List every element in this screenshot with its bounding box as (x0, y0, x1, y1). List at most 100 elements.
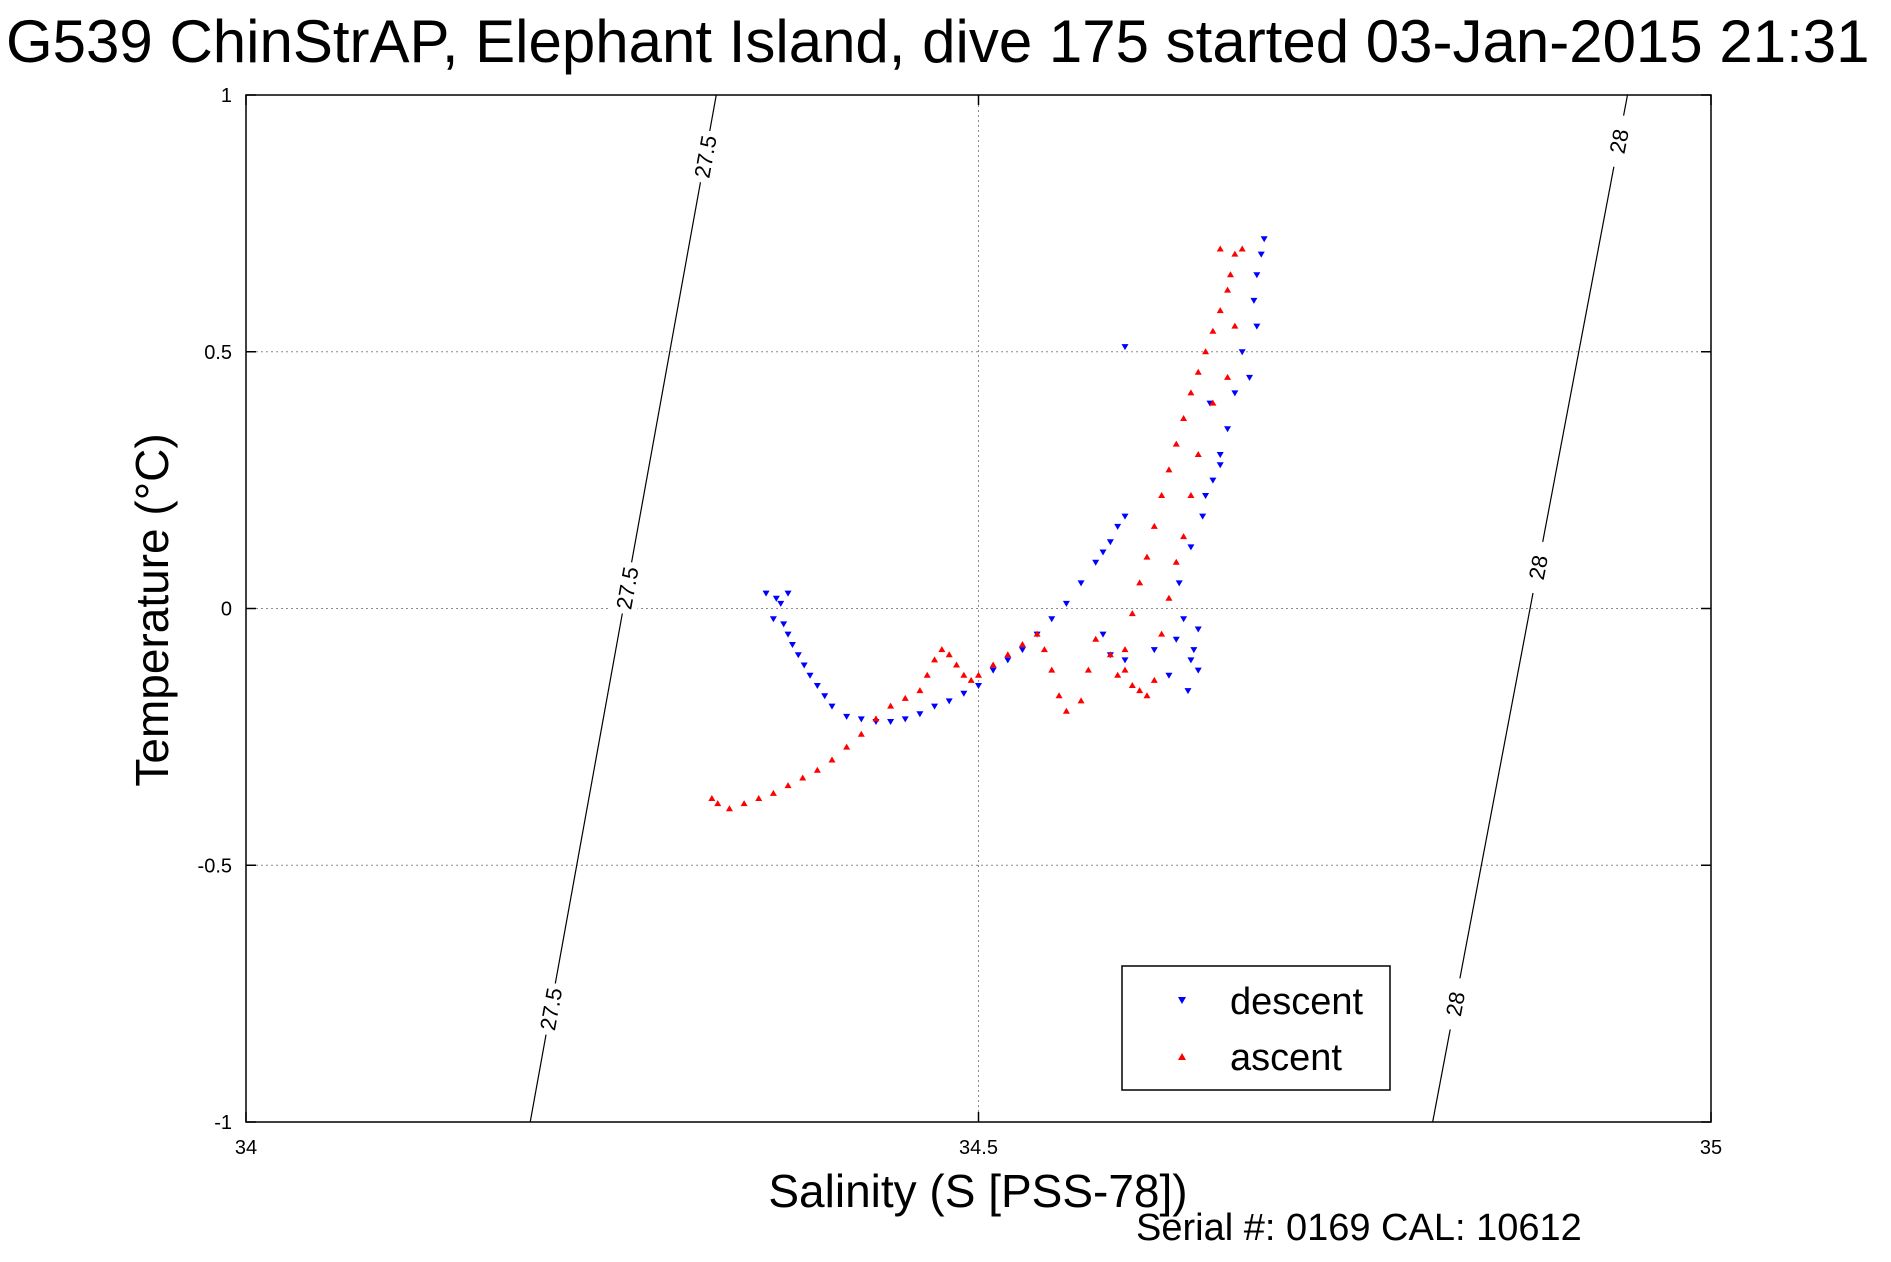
ascent-point (960, 671, 968, 678)
ascent-point (1128, 610, 1136, 617)
ascent-point (1055, 692, 1063, 699)
descent-point (1231, 390, 1239, 397)
ascent-point (828, 756, 836, 763)
y-tick-label: -1 (214, 1112, 232, 1134)
legend: descent ascent (1121, 965, 1391, 1091)
descent-point (1175, 580, 1183, 587)
descent-point (1199, 513, 1207, 520)
grid-lines (246, 95, 1711, 1122)
isopycnal-label: 28 (1441, 990, 1470, 1019)
ascent-point (1231, 250, 1239, 257)
ascent-point (1172, 558, 1180, 565)
descent-point (1250, 297, 1258, 304)
ascent-point (1216, 245, 1224, 252)
ascent-point (916, 687, 924, 694)
descent-point (1190, 647, 1198, 654)
descent-point (777, 600, 785, 607)
descent-point (788, 641, 796, 648)
descent-point (1121, 657, 1129, 664)
descent-point (857, 716, 865, 723)
ascent-point (872, 715, 880, 722)
ascent-point (931, 656, 939, 663)
ascent-point (1187, 389, 1195, 396)
descent-point (784, 590, 792, 597)
isopycnal-label-mask (1600, 113, 1638, 170)
axis-ticks: 34 34.5 35 1 0.5 0 -0.5 -1 (198, 85, 1723, 1159)
ascent-point (1165, 466, 1173, 473)
ascent-point (1172, 440, 1180, 447)
ascent-point (1121, 646, 1129, 653)
x-axis-label: Salinity (S [PSS-78]) (768, 1165, 1187, 1217)
ascent-point (714, 800, 722, 807)
ascent-point (923, 671, 931, 678)
descent-point (1246, 374, 1254, 381)
isopycnal-label-mask (608, 559, 646, 617)
descent-point (1092, 559, 1100, 566)
y-tick-label: 1 (221, 85, 232, 107)
x-tick-label: 35 (1700, 1137, 1722, 1159)
descent-point (960, 690, 968, 697)
ascent-point (843, 743, 851, 750)
ascent-point (1209, 327, 1217, 334)
isopycnal-label: 28 (1605, 127, 1634, 156)
descent-point (1224, 426, 1232, 433)
descent-point (1114, 523, 1122, 530)
descent-point (975, 683, 982, 690)
ascent-point (813, 766, 821, 773)
ascent-point (1106, 651, 1114, 658)
ascent-point (1114, 671, 1122, 678)
descent-point (1253, 272, 1261, 279)
ascent-point (1194, 368, 1202, 375)
descent-point (1121, 513, 1129, 520)
ascent-point (967, 676, 975, 683)
x-tick-label: 34 (235, 1137, 257, 1159)
descent-point (1253, 323, 1261, 330)
ascent-point (1224, 373, 1232, 380)
ascent-point (1180, 533, 1188, 540)
ascent-point (1226, 271, 1234, 278)
ascent-point (1092, 635, 1100, 642)
y-tick-label: -0.5 (198, 855, 232, 877)
ascent-point (1150, 676, 1158, 683)
descent-point (945, 698, 953, 705)
ascent-point (1209, 399, 1217, 406)
descent-point (916, 711, 924, 718)
descent-point (1165, 672, 1173, 679)
descent-point (1004, 657, 1012, 664)
descent-point (784, 631, 792, 638)
ascent-point (769, 789, 777, 796)
ascent-point (1077, 697, 1085, 704)
legend-descent-label: descent (1230, 981, 1364, 1023)
isopycnal-label-mask (1436, 975, 1474, 1033)
ascent-point (1216, 307, 1224, 314)
ascent-point (1048, 666, 1056, 673)
ascent-point (1202, 348, 1210, 355)
descent-point (901, 716, 909, 723)
ascent-point (1158, 492, 1166, 499)
ascent-point (901, 694, 909, 701)
ascent-point (1180, 415, 1188, 422)
ascent-point (1143, 692, 1151, 699)
legend-box (1121, 965, 1391, 1091)
ascent-series (708, 245, 1246, 812)
ascent-point (1121, 666, 1129, 673)
descent-point (1238, 349, 1246, 356)
ascent-point (1165, 594, 1173, 601)
descent-series (762, 236, 1268, 725)
y-tick-label: 0.5 (204, 342, 232, 364)
descent-point (931, 703, 939, 710)
ascent-point (1143, 553, 1151, 560)
descent-point (769, 616, 777, 623)
ascent-point (1084, 666, 1092, 673)
x-tick-label: 34.5 (959, 1137, 998, 1159)
descent-point (1062, 600, 1070, 607)
isopycnal-label-mask (1519, 539, 1557, 596)
legend-ascent-marker (1178, 1053, 1186, 1060)
y-axis-label: Temperature (°C) (126, 433, 178, 786)
descent-point (1187, 544, 1195, 551)
ascent-point (975, 671, 982, 678)
ascent-point (1062, 707, 1070, 714)
